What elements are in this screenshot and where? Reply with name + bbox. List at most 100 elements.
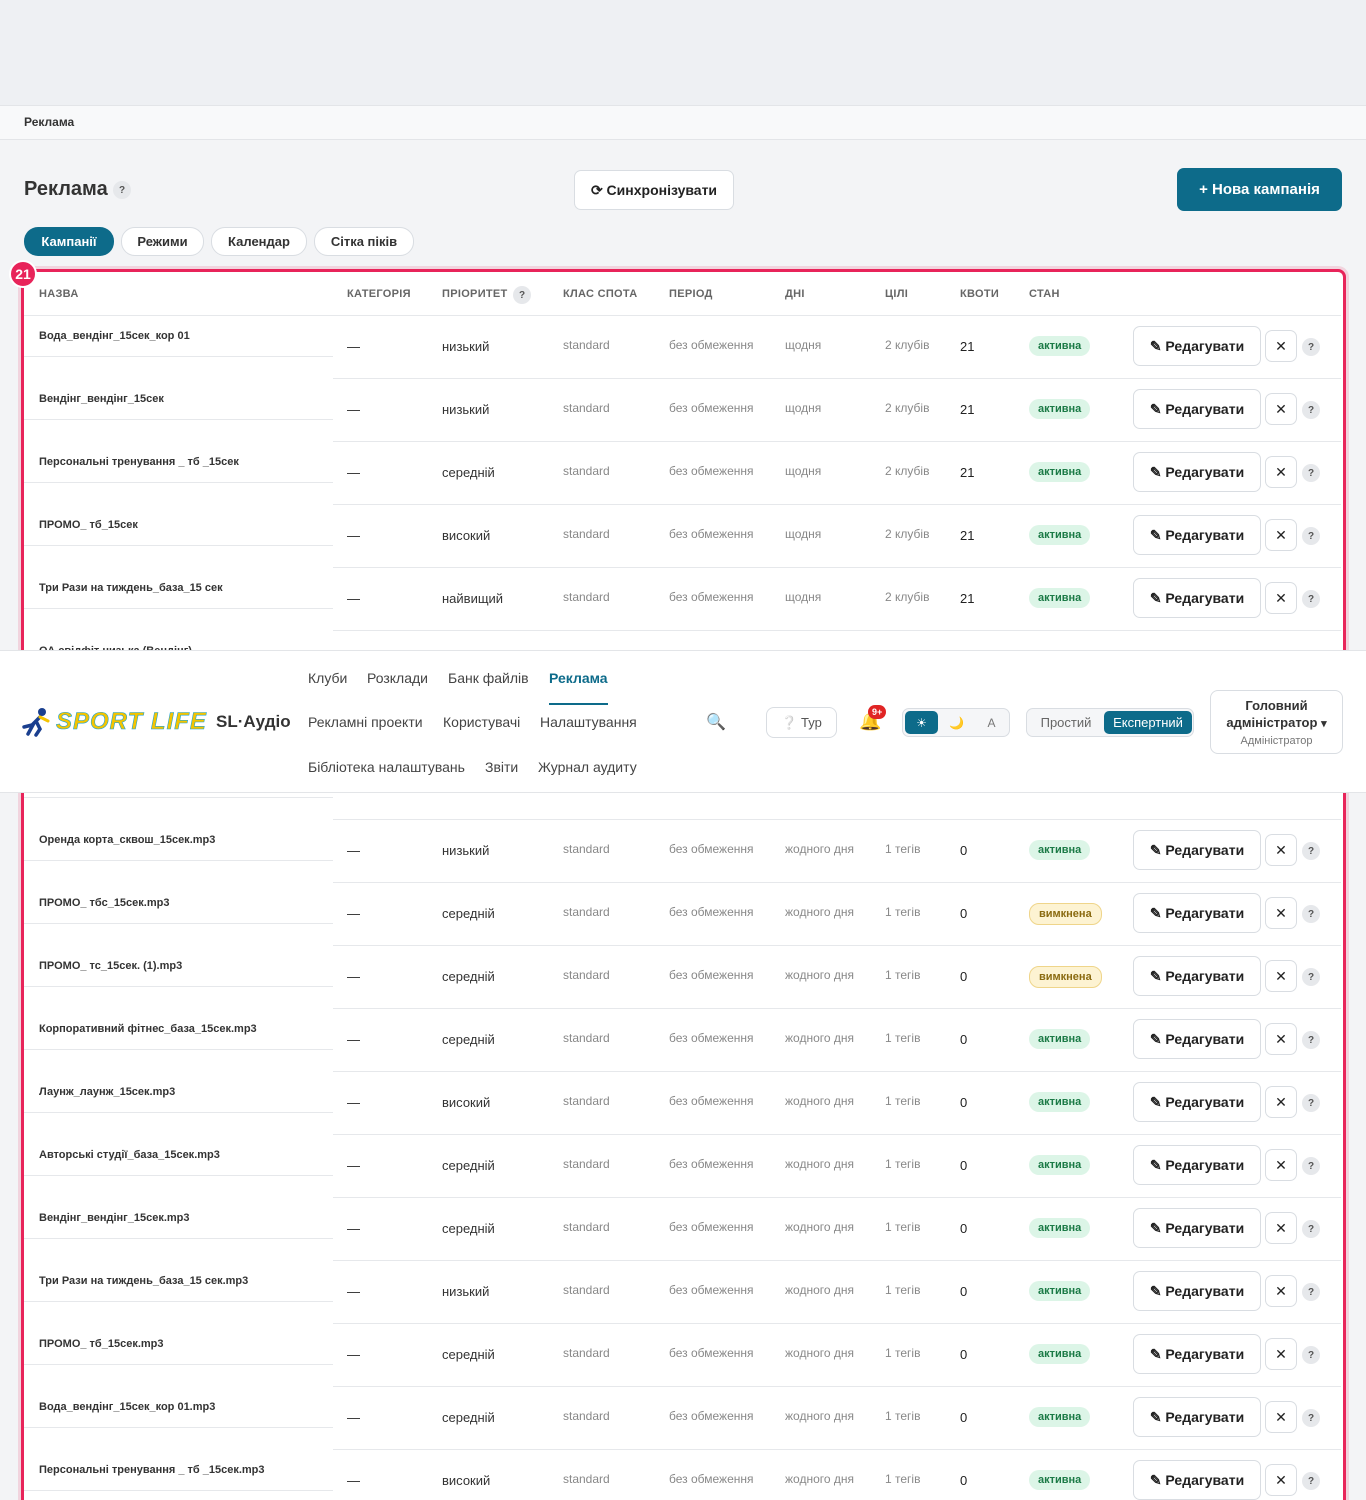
tab[interactable]: Режими bbox=[121, 227, 204, 256]
name-line bbox=[24, 545, 333, 546]
theme-option[interactable]: 🌙 bbox=[949, 715, 964, 730]
help-icon[interactable]: ? bbox=[1302, 1220, 1320, 1238]
delete-button[interactable]: ✕ bbox=[1265, 582, 1297, 614]
help-icon[interactable]: ? bbox=[1302, 338, 1320, 356]
category: — bbox=[347, 1284, 360, 1299]
new-campaign-button[interactable]: + Нова кампанія bbox=[1177, 168, 1342, 211]
delete-button[interactable]: ✕ bbox=[1265, 393, 1297, 425]
edit-button[interactable]: ✎ Редагувати bbox=[1133, 1271, 1261, 1311]
nav-link[interactable]: Клуби bbox=[308, 670, 348, 686]
delete-button[interactable]: ✕ bbox=[1265, 330, 1297, 362]
help-icon[interactable]: ? bbox=[1302, 1031, 1320, 1049]
edit-button[interactable]: ✎ Редагувати bbox=[1133, 1397, 1261, 1437]
status: активна bbox=[1029, 336, 1091, 356]
category: — bbox=[347, 402, 360, 417]
edit-button[interactable]: ✎ Редагувати bbox=[1133, 1145, 1261, 1185]
nav-link[interactable]: Бібліотека налаштувань bbox=[308, 759, 465, 775]
help-icon[interactable]: ? bbox=[1302, 464, 1320, 482]
edit-button[interactable]: ✎ Редагувати bbox=[1133, 1019, 1261, 1059]
nav-link[interactable]: Рекламні проекти bbox=[308, 714, 423, 730]
tab[interactable]: Сітка піків bbox=[314, 227, 414, 256]
nav-link[interactable]: Користувачі bbox=[443, 714, 521, 730]
status: активна bbox=[1029, 1155, 1091, 1175]
name-line bbox=[24, 923, 333, 924]
name-line bbox=[24, 482, 333, 483]
edit-button[interactable]: ✎ Редагувати bbox=[1133, 893, 1261, 933]
edit-button[interactable]: ✎ Редагувати bbox=[1133, 326, 1261, 366]
tour-button[interactable]: ❔ Тур bbox=[766, 707, 837, 738]
quota: 0 bbox=[960, 969, 968, 984]
delete-button[interactable]: ✕ bbox=[1265, 1086, 1297, 1118]
nav-link[interactable]: Звіти bbox=[485, 759, 519, 775]
help-icon[interactable]: ? bbox=[1302, 1094, 1320, 1112]
category: — bbox=[347, 591, 360, 606]
tab[interactable]: Календар bbox=[211, 227, 307, 256]
nav-link[interactable]: Реклама bbox=[549, 670, 608, 686]
help-icon[interactable]: ? bbox=[513, 286, 531, 304]
mode-option[interactable]: Простий bbox=[1040, 715, 1092, 730]
delete-button[interactable]: ✕ bbox=[1265, 1401, 1297, 1433]
edit-button[interactable]: ✎ Редагувати bbox=[1133, 956, 1261, 996]
delete-button[interactable]: ✕ bbox=[1265, 1023, 1297, 1055]
table-frame bbox=[21, 269, 1346, 1500]
period: без обмеження bbox=[669, 1409, 754, 1423]
delete-button[interactable]: ✕ bbox=[1265, 1149, 1297, 1181]
breadcrumb[interactable]: Реклама bbox=[24, 115, 75, 129]
nav-link[interactable]: Банк файлів bbox=[448, 670, 529, 686]
delete-button[interactable]: ✕ bbox=[1265, 1212, 1297, 1244]
spot-class: standard bbox=[563, 1157, 610, 1171]
delete-button[interactable]: ✕ bbox=[1265, 519, 1297, 551]
delete-button[interactable]: ✕ bbox=[1265, 1338, 1297, 1370]
edit-button[interactable]: ✎ Редагувати bbox=[1133, 1460, 1261, 1500]
help-icon[interactable]: ? bbox=[1302, 401, 1320, 419]
sync-button[interactable]: ⟳ Синхронізувати bbox=[574, 170, 734, 210]
spot-class: standard bbox=[563, 1094, 610, 1108]
help-icon[interactable]: ? bbox=[1302, 1346, 1320, 1364]
delete-button[interactable]: ✕ bbox=[1265, 897, 1297, 929]
help-icon[interactable]: ? bbox=[1302, 905, 1320, 923]
theme-option[interactable]: A bbox=[987, 715, 996, 730]
app-name: SL·Аудіо bbox=[216, 712, 291, 731]
edit-button[interactable]: ✎ Редагувати bbox=[1133, 830, 1261, 870]
tab[interactable]: Кампанії bbox=[24, 227, 114, 256]
edit-button[interactable]: ✎ Редагувати bbox=[1133, 1082, 1261, 1122]
edit-button[interactable]: ✎ Редагувати bbox=[1133, 1208, 1261, 1248]
delete-button[interactable]: ✕ bbox=[1265, 960, 1297, 992]
help-icon[interactable]: ? bbox=[1302, 1472, 1320, 1490]
row-line bbox=[333, 1449, 1341, 1450]
user-menu[interactable]: Головний адміністратор ▾ Адміністратор bbox=[1210, 690, 1343, 754]
delete-button[interactable]: ✕ bbox=[1265, 1275, 1297, 1307]
edit-button[interactable]: ✎ Редагувати bbox=[1133, 578, 1261, 618]
row-line bbox=[333, 1386, 1341, 1387]
edit-button[interactable]: ✎ Редагувати bbox=[1133, 452, 1261, 492]
help-icon[interactable]: ? bbox=[1302, 590, 1320, 608]
nav-link[interactable]: Розклади bbox=[367, 670, 428, 686]
nav-link[interactable]: Налаштування bbox=[540, 714, 637, 730]
logo[interactable]: SPORT LIFE bbox=[56, 708, 207, 736]
delete-button[interactable]: ✕ bbox=[1265, 456, 1297, 488]
column-header: ДНІ bbox=[785, 288, 805, 300]
campaign-name: Вендінг_вендінг_15сек.mp3 bbox=[39, 1212, 190, 1224]
help-icon[interactable]: ? bbox=[1302, 1283, 1320, 1301]
theme-toggle: ☀ 🌙 A bbox=[902, 708, 1010, 737]
edit-button[interactable]: ✎ Редагувати bbox=[1133, 1334, 1261, 1374]
edit-button[interactable]: ✎ Редагувати bbox=[1133, 389, 1261, 429]
quota: 21 bbox=[960, 339, 975, 354]
help-icon[interactable]: ? bbox=[1302, 527, 1320, 545]
search-icon[interactable]: 🔍 bbox=[706, 714, 726, 731]
priority: середній bbox=[442, 1221, 495, 1236]
delete-button[interactable]: ✕ bbox=[1265, 834, 1297, 866]
theme-option[interactable]: ☀ bbox=[905, 711, 938, 734]
help-icon[interactable]: ? bbox=[1302, 1409, 1320, 1427]
delete-button[interactable]: ✕ bbox=[1265, 1464, 1297, 1496]
help-icon[interactable]: ? bbox=[1302, 842, 1320, 860]
help-icon[interactable]: ? bbox=[1302, 968, 1320, 986]
help-icon[interactable]: ? bbox=[113, 181, 131, 199]
period: без обмеження bbox=[669, 1094, 754, 1108]
nav-link[interactable]: Журнал аудиту bbox=[538, 759, 637, 775]
priority: низький bbox=[442, 843, 490, 858]
name-line bbox=[24, 860, 333, 861]
edit-button[interactable]: ✎ Редагувати bbox=[1133, 515, 1261, 555]
help-icon[interactable]: ? bbox=[1302, 1157, 1320, 1175]
mode-option[interactable]: Експертний bbox=[1104, 711, 1192, 734]
